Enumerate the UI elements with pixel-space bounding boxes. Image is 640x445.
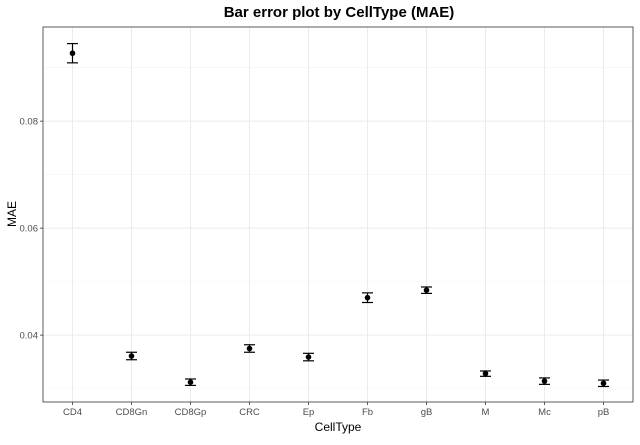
x-tick-label-pb: pB — [598, 407, 610, 418]
x-tick-label-fb: Fb — [362, 407, 373, 418]
x-tick-label-crc: CRC — [239, 407, 260, 418]
y-tick-label: 0.06 — [20, 224, 39, 235]
data-points — [69, 50, 607, 387]
data-point-ep — [305, 354, 312, 360]
y-axis-title: MAE — [5, 201, 19, 227]
data-point-cd8gp — [187, 379, 194, 386]
y-axis-tick-labels: 0.04 0.06 0.08 — [20, 117, 39, 342]
data-point-fb — [364, 294, 371, 301]
x-tick-label-cd8gp: CD8Gp — [175, 407, 207, 418]
x-tick-label-cd8gn: CD8Gn — [116, 407, 148, 418]
grid-lines — [43, 27, 633, 402]
y-tick-label: 0.04 — [20, 331, 39, 342]
y-tick-label: 0.08 — [20, 117, 39, 128]
data-point-mc — [541, 378, 548, 384]
data-point-cd8gn — [128, 353, 135, 359]
axis-ticks — [40, 120, 604, 405]
data-point-gb — [423, 287, 430, 293]
data-point-cd4 — [69, 50, 76, 57]
data-point-m — [482, 370, 489, 377]
x-axis-tick-labels: CD4 CD8Gn CD8Gp CRC Ep Fb gB M Mc pB — [63, 407, 609, 418]
data-point-pb — [600, 380, 607, 387]
x-tick-label-ep: Ep — [303, 407, 315, 418]
x-axis-title: CellType — [315, 420, 362, 434]
plot-panel-border — [42, 26, 634, 403]
x-tick-label-cd4: CD4 — [63, 407, 82, 418]
data-point-crc — [246, 345, 253, 352]
chart-title: Bar error plot by CellType (MAE) — [224, 4, 455, 21]
x-tick-label-mc: Mc — [538, 407, 551, 418]
x-tick-label-gb: gB — [421, 407, 433, 418]
x-tick-label-m: M — [482, 407, 490, 418]
